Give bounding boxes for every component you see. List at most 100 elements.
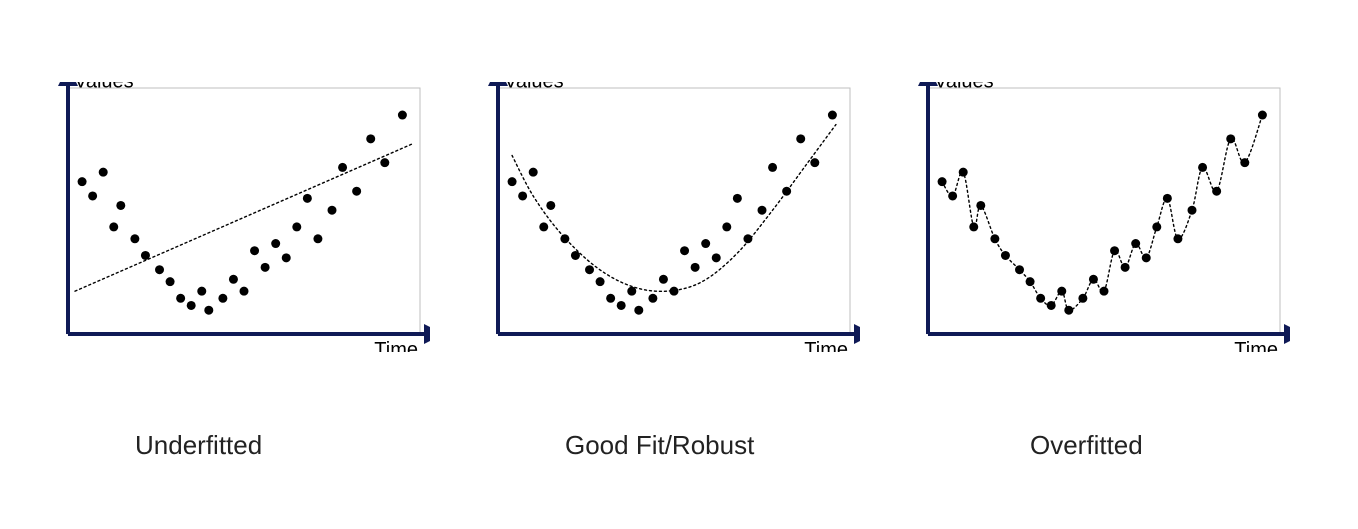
chart-panel-goodfit: Values Time xyxy=(480,82,860,352)
data-point xyxy=(1240,158,1249,167)
chart-panel-underfit: Values Time xyxy=(50,82,430,352)
data-point xyxy=(1110,246,1119,255)
data-point xyxy=(743,234,752,243)
data-point xyxy=(1057,287,1066,296)
data-point xyxy=(1131,239,1140,248)
data-point xyxy=(539,222,548,231)
data-point xyxy=(948,191,957,200)
data-point xyxy=(1163,194,1172,203)
data-point xyxy=(1047,301,1056,310)
data-point xyxy=(1026,277,1035,286)
data-point xyxy=(338,163,347,172)
data-point xyxy=(88,191,97,200)
data-point xyxy=(1089,275,1098,284)
data-point xyxy=(529,168,538,177)
x-axis-label: Time xyxy=(1234,339,1278,352)
data-point xyxy=(634,306,643,315)
data-point xyxy=(229,275,238,284)
x-axis-label: Time xyxy=(804,339,848,352)
data-point xyxy=(1015,265,1024,274)
fitted-curve xyxy=(942,115,1262,310)
data-point xyxy=(366,134,375,143)
data-point xyxy=(1226,134,1235,143)
data-point xyxy=(680,246,689,255)
data-point xyxy=(712,253,721,262)
data-point xyxy=(691,263,700,272)
data-point xyxy=(292,222,301,231)
data-point xyxy=(810,158,819,167)
data-point xyxy=(606,294,615,303)
figure-canvas: ValuesTimeUnderfittedValuesTimeGood Fit/… xyxy=(0,0,1358,529)
data-point xyxy=(141,251,150,260)
data-point xyxy=(782,187,791,196)
data-point xyxy=(204,306,213,315)
data-point xyxy=(722,222,731,231)
data-point xyxy=(1064,306,1073,315)
plot-frame xyxy=(928,88,1280,334)
data-point xyxy=(1173,234,1182,243)
data-point xyxy=(1142,253,1151,262)
y-axis-label: Values xyxy=(504,82,564,92)
data-point xyxy=(701,239,710,248)
y-axis-label: Values xyxy=(934,82,994,92)
data-point xyxy=(250,246,259,255)
data-point xyxy=(571,251,580,260)
fitted-curve xyxy=(75,144,413,292)
data-point xyxy=(313,234,322,243)
data-point xyxy=(1188,206,1197,215)
data-point xyxy=(508,177,517,186)
data-points xyxy=(938,111,1267,315)
fitted-curve xyxy=(512,125,836,292)
data-point xyxy=(938,177,947,186)
data-point xyxy=(1036,294,1045,303)
data-point xyxy=(969,222,978,231)
data-point xyxy=(1001,251,1010,260)
data-points xyxy=(508,111,837,315)
data-point xyxy=(328,206,337,215)
data-point xyxy=(240,287,249,296)
data-point xyxy=(303,194,312,203)
data-point xyxy=(271,239,280,248)
data-point xyxy=(670,287,679,296)
chart-panel-overfit: Values Time xyxy=(910,82,1290,352)
data-point xyxy=(1100,287,1109,296)
data-point xyxy=(1121,263,1130,272)
data-point xyxy=(990,234,999,243)
data-point xyxy=(659,275,668,284)
data-point xyxy=(352,187,361,196)
data-point xyxy=(187,301,196,310)
data-point xyxy=(116,201,125,210)
data-point xyxy=(560,234,569,243)
data-point xyxy=(768,163,777,172)
data-point xyxy=(166,277,175,286)
data-point xyxy=(155,265,164,274)
data-point xyxy=(1078,294,1087,303)
data-point xyxy=(380,158,389,167)
data-points xyxy=(78,111,407,315)
data-point xyxy=(828,111,837,120)
chart-svg-overfit: Values Time xyxy=(910,82,1290,352)
panel-caption-goodfit: Good Fit/Robust xyxy=(565,430,754,461)
data-point xyxy=(1152,222,1161,231)
data-point xyxy=(733,194,742,203)
y-axis-label: Values xyxy=(74,82,134,92)
data-point xyxy=(796,134,805,143)
data-point xyxy=(546,201,555,210)
data-point xyxy=(1198,163,1207,172)
data-point xyxy=(596,277,605,286)
data-point xyxy=(959,168,968,177)
data-point xyxy=(627,287,636,296)
plot-frame xyxy=(68,88,420,334)
chart-svg-goodfit: Values Time xyxy=(480,82,860,352)
data-point xyxy=(197,287,206,296)
data-point xyxy=(176,294,185,303)
x-axis-label: Time xyxy=(374,339,418,352)
data-point xyxy=(398,111,407,120)
data-point xyxy=(648,294,657,303)
data-point xyxy=(518,191,527,200)
data-point xyxy=(282,253,291,262)
data-point xyxy=(976,201,985,210)
data-point xyxy=(1258,111,1267,120)
data-point xyxy=(109,222,118,231)
chart-svg-underfit: Values Time xyxy=(50,82,430,352)
